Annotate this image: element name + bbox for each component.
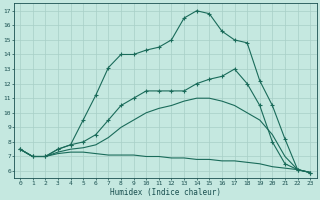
X-axis label: Humidex (Indice chaleur): Humidex (Indice chaleur) bbox=[110, 188, 220, 197]
